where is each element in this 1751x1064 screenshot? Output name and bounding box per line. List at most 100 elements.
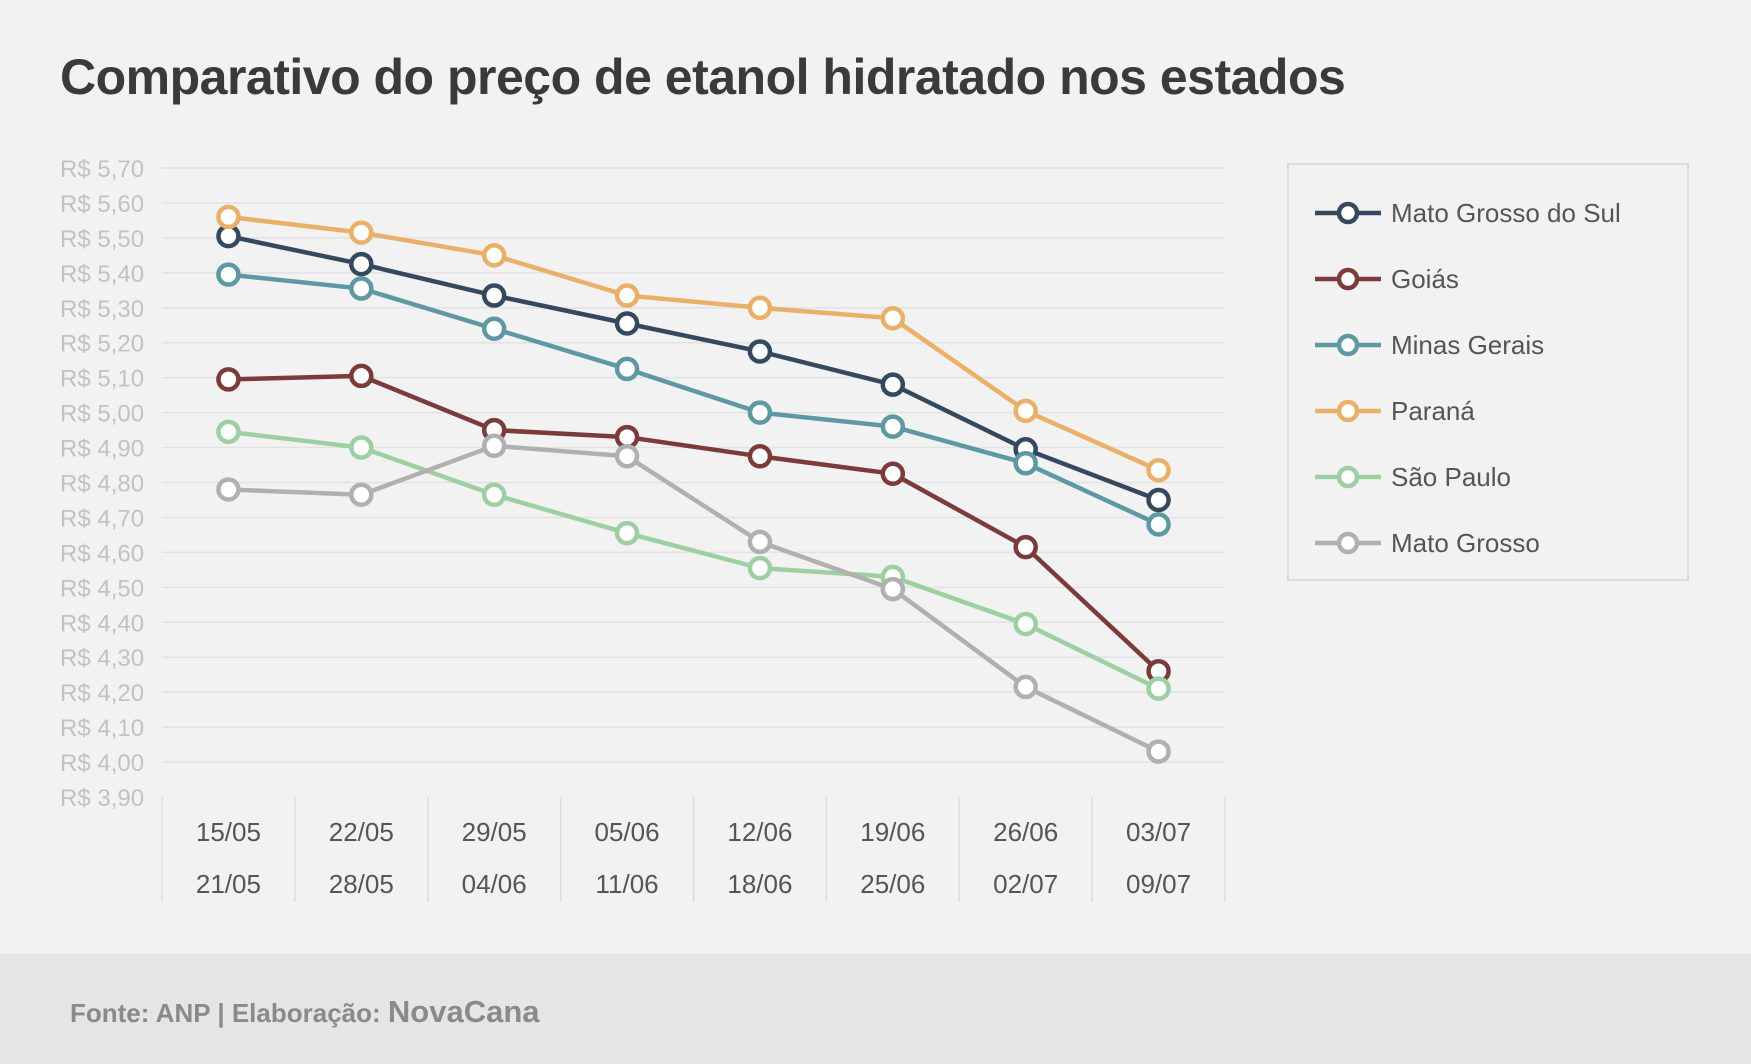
y-tick-label: R$ 4,10	[60, 715, 144, 742]
legend-swatch-marker	[1336, 267, 1360, 291]
y-tick-label: R$ 4,60	[60, 540, 144, 567]
legend-swatch	[1315, 201, 1381, 225]
legend-item: Goiás	[1313, 259, 1459, 299]
data-point	[1013, 451, 1038, 476]
data-point	[481, 283, 507, 308]
data-point	[481, 316, 507, 341]
legend-swatch	[1315, 267, 1381, 291]
data-point	[880, 306, 906, 331]
y-tick-label: R$ 4,90	[60, 436, 144, 463]
data-point	[1146, 458, 1171, 483]
y-tick-label: R$ 5,60	[60, 191, 144, 218]
data-point	[216, 477, 241, 502]
legend-swatch	[1315, 333, 1381, 357]
data-point	[614, 444, 640, 469]
data-point	[747, 400, 773, 425]
legend-label: São Paulo	[1391, 461, 1511, 492]
y-tick-label: R$ 5,10	[60, 366, 144, 393]
legend-swatch-marker	[1336, 201, 1360, 225]
data-point	[349, 482, 374, 507]
x-tick-label: 28/05	[329, 869, 394, 899]
y-tick-label: R$ 5,70	[60, 156, 144, 183]
series-line	[228, 443, 1160, 754]
legend-item: Minas Gerais	[1313, 325, 1544, 365]
data-point	[349, 220, 374, 245]
y-tick-label: R$ 5,30	[60, 296, 144, 323]
data-point	[614, 311, 640, 336]
y-tick-label: R$ 4,80	[60, 471, 144, 498]
y-tick-label: R$ 4,70	[60, 505, 144, 532]
data-point	[614, 283, 640, 308]
x-tick-label: 12/06	[727, 817, 792, 847]
footer: Fonte: ANP | Elaboração: NovaCana	[0, 954, 1751, 1064]
data-point	[1146, 487, 1171, 513]
x-tick-label: 29/05	[462, 817, 527, 847]
y-tick-label: R$ 4,40	[60, 610, 144, 637]
data-point	[349, 251, 374, 277]
x-tick-label: 26/06	[993, 817, 1058, 847]
data-point	[747, 339, 773, 364]
data-point	[349, 363, 374, 389]
data-point	[880, 414, 906, 439]
data-point	[880, 461, 906, 487]
series-line	[228, 272, 1160, 527]
y-tick-label: R$ 4,50	[60, 575, 144, 602]
data-point	[1013, 534, 1038, 560]
legend-label: Paraná	[1391, 395, 1475, 426]
data-point	[349, 435, 374, 460]
data-point	[1146, 739, 1171, 764]
line-chart: R$ 3,90 R$ 4,00 R$ 4,10 R$ 4,20 R$ 4,30 R$ 4,…	[60, 156, 1226, 902]
footer-brand: NovaCana	[387, 994, 540, 1029]
legend-swatch	[1315, 399, 1381, 423]
legend-item: Mato Grosso do Sul	[1313, 193, 1621, 233]
y-tick-label: R$ 5,20	[60, 331, 144, 358]
legend-label: Mato Grosso do Sul	[1391, 197, 1621, 228]
data-point	[614, 356, 640, 382]
data-point	[1146, 512, 1171, 537]
data-point	[216, 262, 241, 287]
data-point	[1146, 676, 1171, 701]
series-line	[228, 429, 1160, 691]
x-tick-label: 02/07	[993, 869, 1058, 899]
series-line	[227, 233, 1160, 503]
legend-label: Goiás	[1391, 263, 1459, 294]
footer-source: Fonte: ANP | Elaboração: NovaCana	[70, 994, 540, 1030]
series-line	[228, 373, 1161, 673]
data-point	[481, 433, 507, 459]
y-tick-label: R$ 5,50	[60, 226, 144, 253]
y-tick-label: R$ 5,40	[60, 261, 144, 288]
legend-item: Paraná	[1313, 391, 1475, 431]
chart-legend: Mato Grosso do Sul Goiás Minas Gerais Paran…	[1287, 163, 1689, 581]
data-point	[747, 529, 773, 555]
data-point	[1013, 611, 1038, 637]
x-tick-label: 22/05	[329, 817, 394, 847]
legend-swatch-marker	[1336, 531, 1360, 555]
chart-title: Comparativo do preço de etanol hidratado…	[60, 49, 1346, 105]
data-point	[216, 419, 241, 445]
legend-swatch	[1315, 465, 1381, 489]
data-point	[1013, 398, 1038, 424]
x-tick-label: 11/06	[595, 869, 658, 899]
y-tick-label: R$ 3,90	[60, 785, 144, 812]
x-tick-label: 25/06	[860, 869, 925, 899]
y-tick-label: R$ 4,30	[60, 645, 144, 672]
legend-item: Mato Grosso	[1313, 523, 1540, 563]
y-tick-label: R$ 4,00	[60, 750, 144, 777]
data-point	[747, 444, 773, 469]
data-point	[216, 204, 241, 230]
legend-item: São Paulo	[1313, 457, 1511, 497]
x-tick-label: 03/07	[1126, 817, 1191, 847]
x-tick-label: 19/06	[860, 817, 925, 847]
x-tick-label: 15/05	[196, 817, 261, 847]
legend-swatch	[1315, 531, 1381, 555]
legend-label: Minas Gerais	[1391, 329, 1545, 360]
y-tick-label: R$ 4,20	[60, 680, 144, 707]
x-tick-label: 21/05	[196, 869, 261, 899]
legend-label: Mato Grosso	[1391, 527, 1540, 558]
legend-swatch-marker	[1336, 399, 1360, 423]
legend-swatch-marker	[1336, 465, 1360, 489]
x-tick-label: 09/07	[1126, 869, 1191, 899]
data-point	[481, 243, 507, 268]
data-point	[747, 555, 773, 581]
x-tick-label: 04/06	[462, 869, 527, 899]
